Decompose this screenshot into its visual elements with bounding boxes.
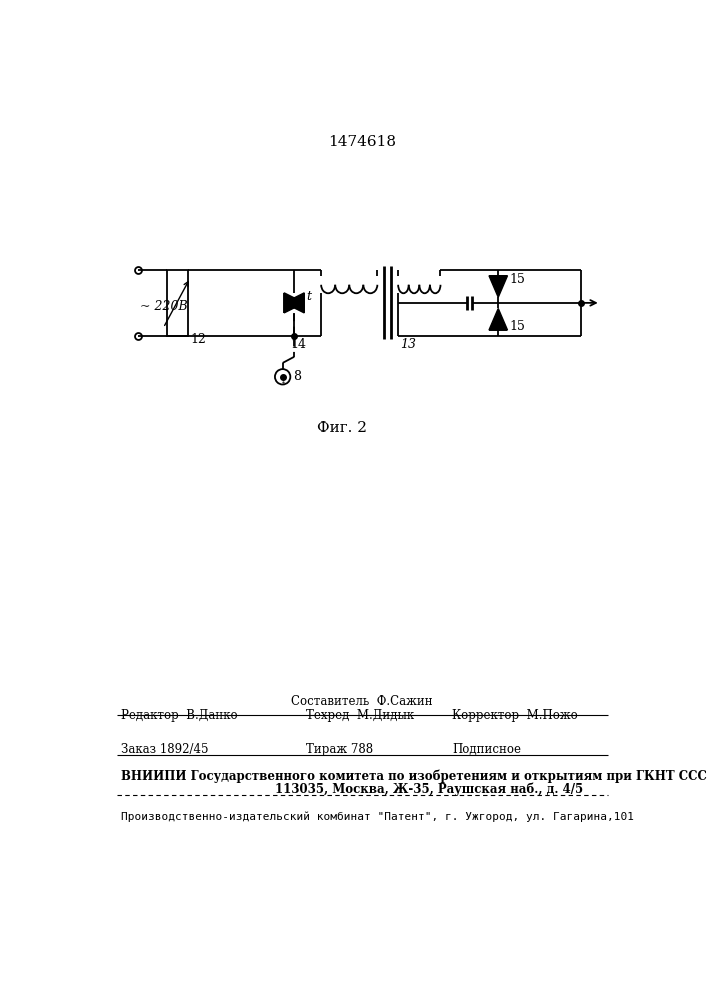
Text: Составитель  Ф.Сажин: Составитель Ф.Сажин <box>291 695 433 708</box>
Text: Подписное: Подписное <box>452 743 521 756</box>
Text: Корректор  М.Пожо: Корректор М.Пожо <box>452 709 578 722</box>
Text: t: t <box>307 290 312 303</box>
Text: 14: 14 <box>291 338 306 351</box>
Text: 1474618: 1474618 <box>328 135 396 149</box>
Text: Фиг. 2: Фиг. 2 <box>317 421 368 435</box>
Text: 15: 15 <box>510 273 526 286</box>
Text: 15: 15 <box>510 320 526 333</box>
Text: Тираж 788: Тираж 788 <box>305 743 373 756</box>
Text: Производственно-издательский комбинат "Патент", г. Ужгород, ул. Гагарина,101: Производственно-издательский комбинат "П… <box>121 812 634 822</box>
Text: Техред  М.Дидык: Техред М.Дидык <box>305 709 414 722</box>
Polygon shape <box>489 276 508 297</box>
Text: ВНИИПИ Государственного комитета по изобретениям и открытиям при ГКНТ СССР: ВНИИПИ Государственного комитета по изоб… <box>121 769 707 783</box>
Text: 113035, Москва, Ж-35, Раушская наб., д. 4/5: 113035, Москва, Ж-35, Раушская наб., д. … <box>275 782 583 796</box>
Text: Редактор  В.Данко: Редактор В.Данко <box>121 709 238 722</box>
Text: ~ 220В: ~ 220В <box>140 300 188 313</box>
Text: 13: 13 <box>399 338 416 351</box>
Polygon shape <box>284 293 304 313</box>
Text: 8: 8 <box>293 370 301 383</box>
Text: 12: 12 <box>190 333 206 346</box>
Polygon shape <box>489 308 508 330</box>
Bar <box>167 270 188 336</box>
Polygon shape <box>284 293 304 313</box>
Text: Заказ 1892/45: Заказ 1892/45 <box>121 743 209 756</box>
